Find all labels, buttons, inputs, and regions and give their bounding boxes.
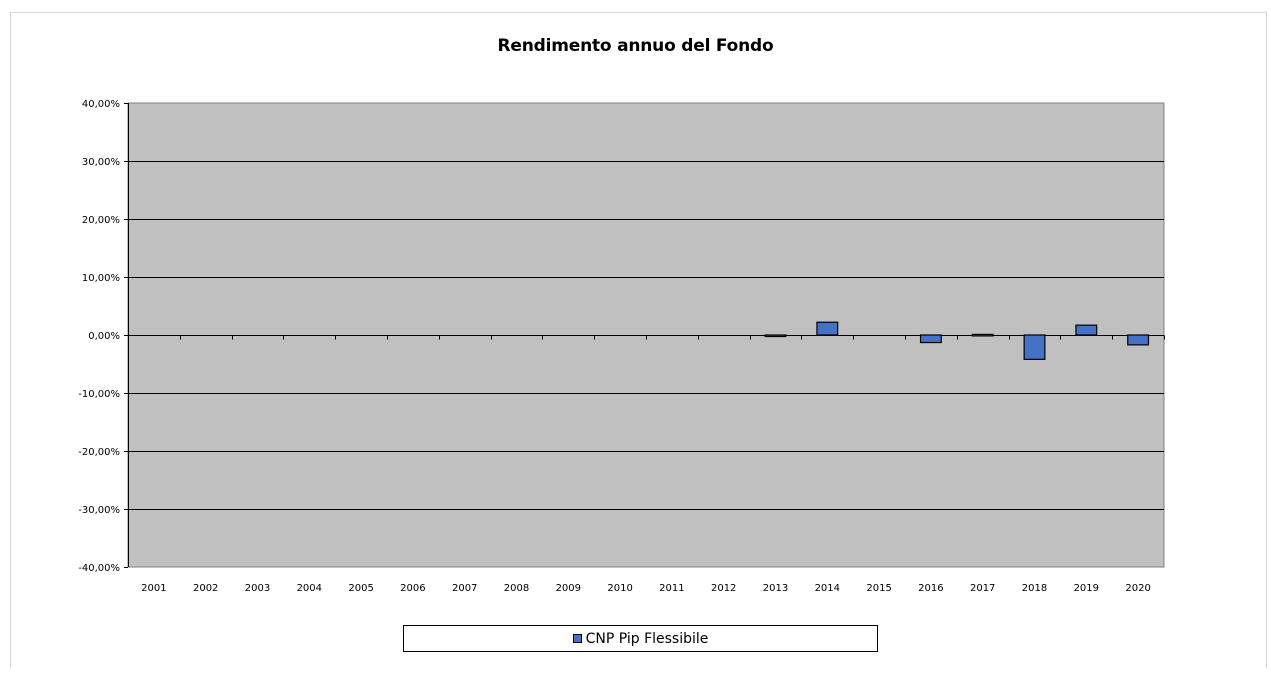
chart-title: Rendimento annuo del Fondo (497, 36, 774, 56)
x-tick-label: 2020 (1125, 583, 1150, 594)
x-tick-label: 2016 (918, 583, 943, 594)
y-tick-label: -30,00% (78, 505, 120, 516)
x-tick-label: 2010 (607, 583, 632, 594)
bar-2019 (1075, 324, 1098, 336)
bar-2017 (971, 333, 994, 337)
x-tick-label: 2001 (141, 583, 166, 594)
x-tick-label: 2008 (504, 583, 529, 594)
y-tick-label: 40,00% (82, 99, 120, 110)
legend: CNP Pip Flessibile (403, 625, 878, 652)
x-tick-label: 2009 (556, 583, 581, 594)
x-tick-label: 2019 (1074, 583, 1099, 594)
legend-label: CNP Pip Flessibile (585, 630, 709, 647)
y-tick-label: 10,00% (82, 273, 120, 284)
chart-frame (10, 12, 1267, 668)
legend-swatch (572, 634, 582, 643)
y-tick-label: -40,00% (78, 563, 120, 574)
x-tick-label: 2003 (245, 583, 270, 594)
x-tick-label: 2005 (348, 583, 373, 594)
y-tick-label: -20,00% (78, 447, 120, 458)
x-tick-label: 2007 (452, 583, 477, 594)
bar-2013 (764, 334, 787, 338)
x-tick-label: 2018 (1022, 583, 1047, 594)
y-tick-label: 20,00% (82, 215, 120, 226)
bar-2016 (919, 334, 942, 344)
y-tick-label: -10,00% (78, 389, 120, 400)
x-tick-label: 2006 (400, 583, 425, 594)
bar-2018 (1023, 334, 1046, 360)
x-tick-label: 2017 (970, 583, 995, 594)
bar-2020 (1127, 334, 1150, 346)
x-tick-label: 2012 (711, 583, 736, 594)
bar-2014 (816, 321, 839, 336)
x-tick-label: 2011 (659, 583, 684, 594)
x-tick-label: 2002 (193, 583, 218, 594)
y-tick-label: 0,00% (88, 331, 120, 342)
x-tick-label: 2004 (297, 583, 322, 594)
x-tick-label: 2013 (763, 583, 788, 594)
x-tick-label: 2014 (815, 583, 840, 594)
y-tick-label: 30,00% (82, 157, 120, 168)
x-tick-label: 2015 (866, 583, 891, 594)
